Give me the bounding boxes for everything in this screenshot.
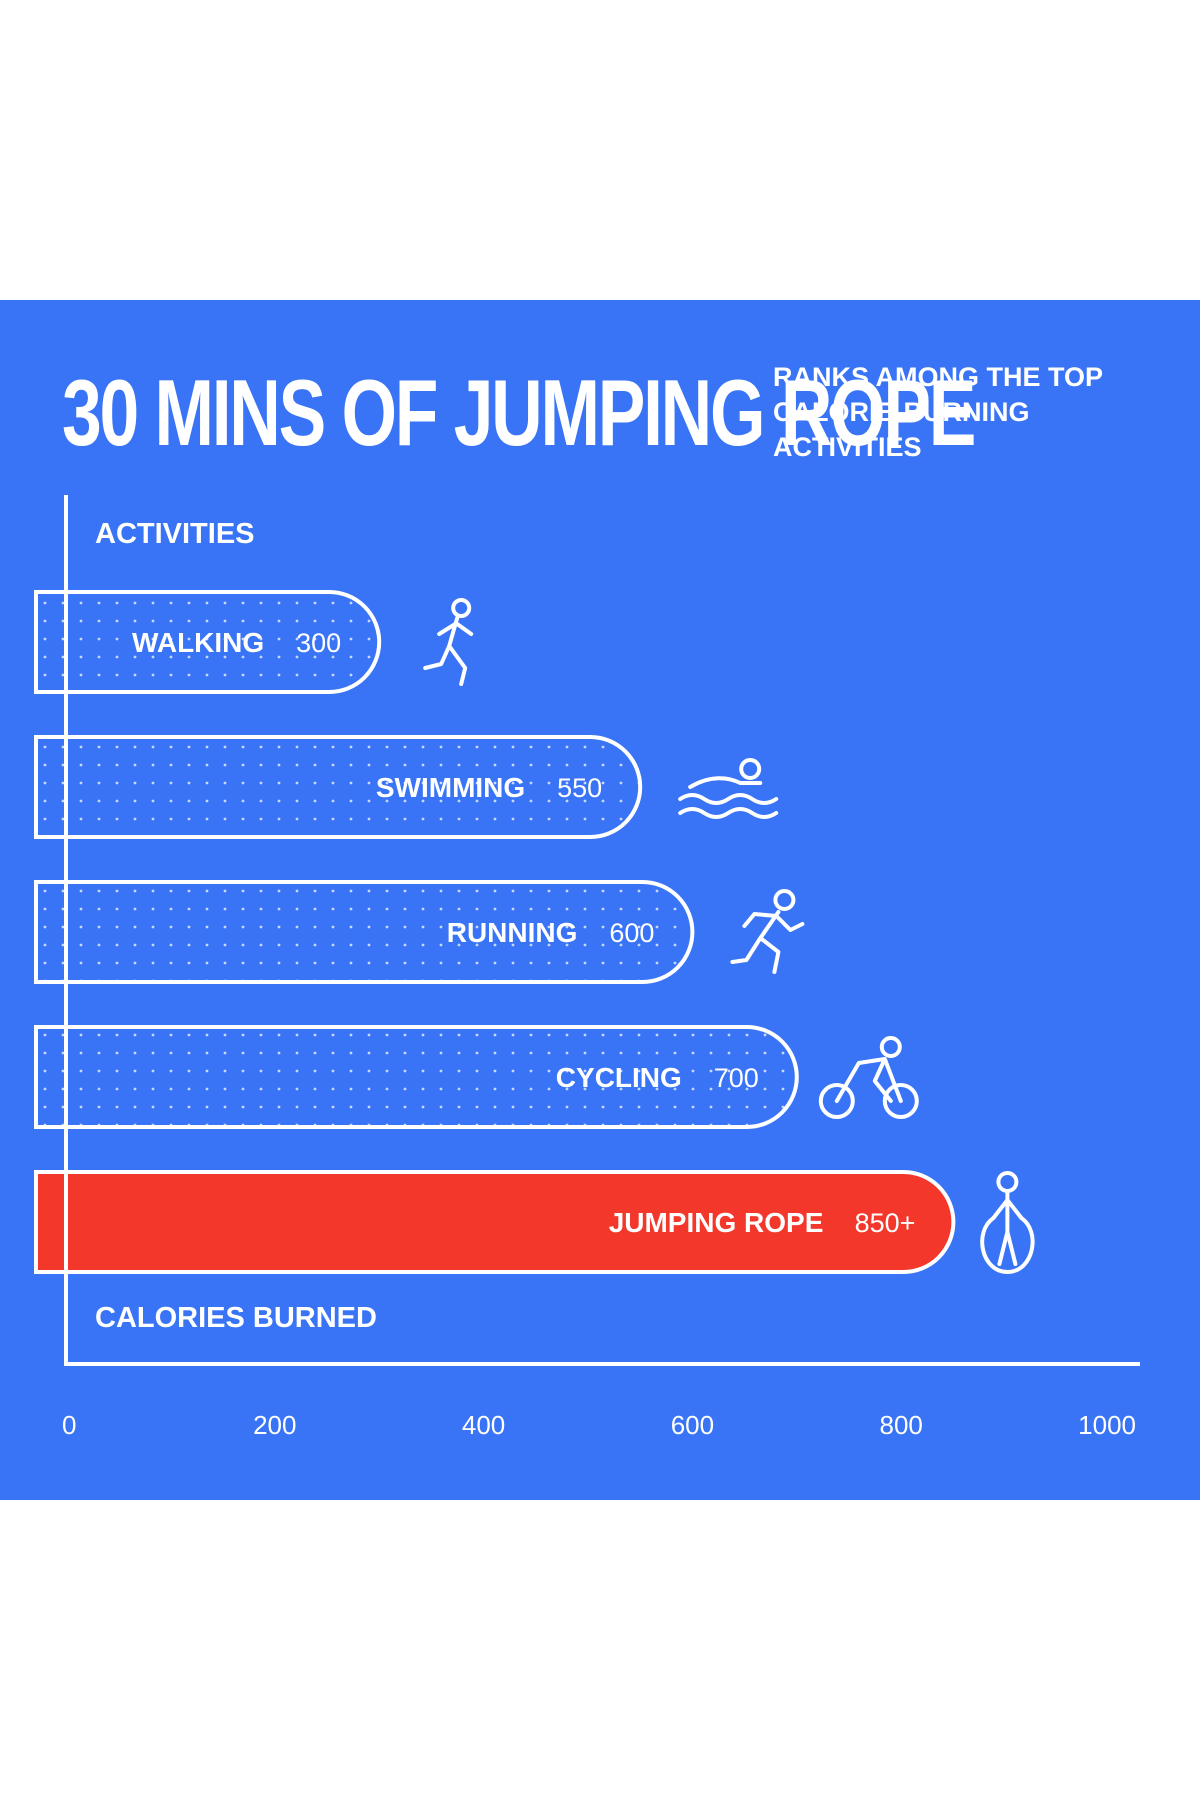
bar-value-label: 300 [296, 628, 341, 658]
bar-texture [36, 882, 693, 982]
cyclist-icon [818, 1036, 919, 1119]
bar-group: 850+ JUMPING ROPE [34, 1170, 956, 1274]
bar-value-label: 850+ [855, 1208, 916, 1238]
chart-subtitle: RANKS AMONG THE TOP CALORIE-BURNING ACTI… [773, 362, 1103, 462]
x-tick-label: 1000 [1078, 1410, 1136, 1440]
bar-category-label: RUNNING [447, 917, 578, 948]
bar [36, 1172, 954, 1272]
bar-value-label: 700 [714, 1063, 759, 1093]
bar-value-label: 550 [557, 773, 602, 803]
bar-outline [34, 1025, 799, 1129]
bar-group: 300 WALKING [34, 590, 382, 694]
bar-texture [36, 592, 380, 692]
bar-category-label: CYCLING [556, 1062, 682, 1093]
bar-texture [36, 1027, 797, 1127]
x-tick-label: 800 [880, 1410, 923, 1440]
bar-group: 700 CYCLING [34, 1025, 799, 1129]
bar-group: 600 RUNNING [34, 880, 695, 984]
bar-outline [34, 735, 643, 839]
bar-value-label: 600 [609, 918, 654, 948]
bar-category-label: JUMPING ROPE [609, 1207, 824, 1238]
jump-rope-icon [980, 1171, 1035, 1274]
bar-category-label: WALKING [132, 627, 264, 658]
bar-outline [34, 880, 695, 984]
bar-group: 550 SWIMMING [34, 735, 643, 839]
walking-person-icon [423, 598, 474, 686]
runner-icon [730, 889, 805, 974]
x-tick-label: 200 [253, 1410, 296, 1440]
x-tick-label: 400 [462, 1410, 505, 1440]
x-axis-label: CALORIES BURNED [95, 1302, 377, 1334]
x-tick-label: 600 [671, 1410, 714, 1440]
x-tick-label: 0 [62, 1410, 76, 1440]
y-axis-label: ACTIVITIES [95, 518, 255, 550]
bar-texture [36, 737, 641, 837]
swimmer-icon [678, 758, 779, 819]
bar-outline [34, 590, 382, 694]
bar-outline [34, 1170, 956, 1274]
bar-category-label: SWIMMING [376, 772, 525, 803]
